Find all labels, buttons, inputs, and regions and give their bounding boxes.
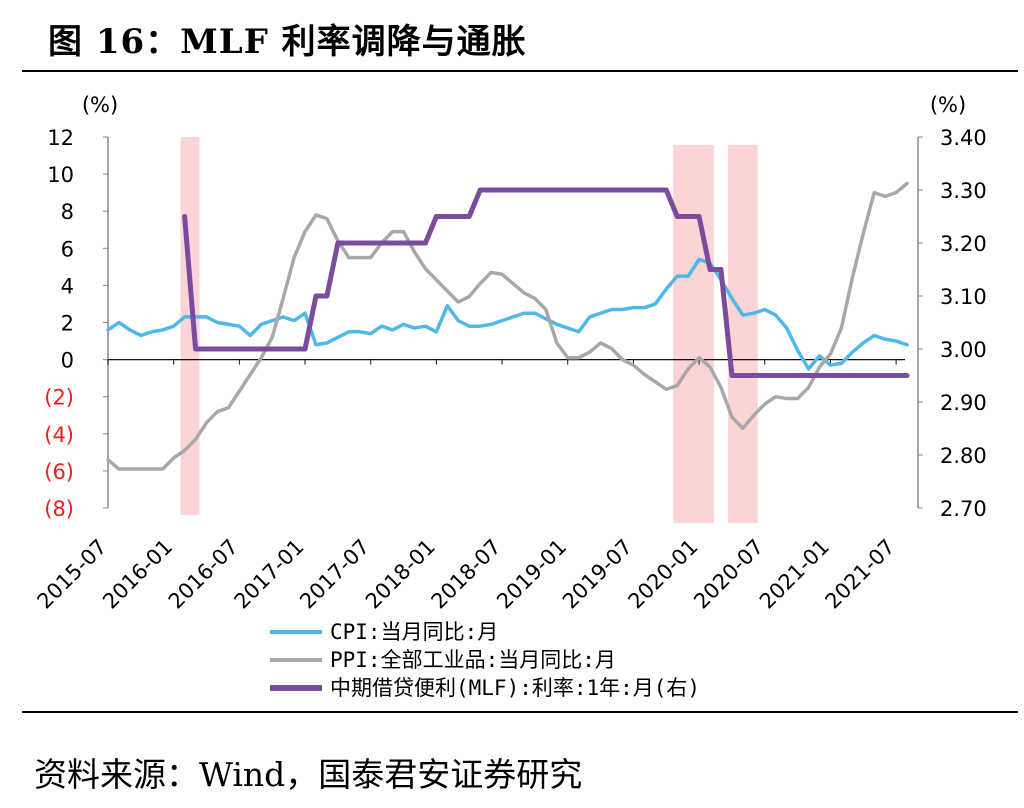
right-tick-label: 3.20 xyxy=(940,232,987,256)
right-tick-labels: 3.40 3.30 3.20 3.10 3.00 2.90 2.80 2.70 xyxy=(918,126,987,521)
mlf-rate-line xyxy=(182,187,910,378)
x-tick-label: 2019-01 xyxy=(492,535,571,614)
shaded-period xyxy=(180,137,200,515)
left-tick-labels: 12 10 8 6 4 2 0 (2) (4) (6) (8) xyxy=(44,126,108,521)
right-tick-label: 3.40 xyxy=(940,126,987,150)
x-tick-label: 2018-07 xyxy=(427,535,506,614)
x-tick-label: 2017-07 xyxy=(295,535,374,614)
x-tick-label: 2015-07 xyxy=(33,535,112,614)
series-lines xyxy=(106,181,910,471)
x-tick-label: 2021-01 xyxy=(755,535,834,614)
x-tick-labels: 2015-072016-012016-072017-012017-072018-… xyxy=(33,535,900,614)
right-tick-label: 2.70 xyxy=(940,497,987,521)
left-tick-label: 8 xyxy=(61,200,74,224)
x-tick-label: 2021-07 xyxy=(821,535,900,614)
left-tick-label: (8) xyxy=(44,497,74,521)
source-rule xyxy=(22,711,1018,713)
right-tick-label: 2.90 xyxy=(940,391,987,415)
source-note: 资料来源：Wind，国泰君安证券研究 xyxy=(34,755,583,794)
right-axis-unit: (%) xyxy=(930,93,966,117)
x-tick-label: 2020-01 xyxy=(624,535,703,614)
right-tick-label: 3.30 xyxy=(940,179,987,203)
cpi-line xyxy=(106,257,909,371)
left-tick-label: 2 xyxy=(61,312,74,336)
left-axis-unit: (%) xyxy=(82,93,118,117)
left-tick-label: (2) xyxy=(44,386,74,410)
x-tick-label: 2016-01 xyxy=(98,535,177,614)
left-tick-label: 6 xyxy=(61,237,74,261)
ppi-line xyxy=(106,181,909,471)
left-tick-label: 10 xyxy=(47,163,74,187)
right-tick-label: 2.80 xyxy=(940,444,987,468)
legend-label-cpi: CPI:当月同比:月 xyxy=(330,620,498,644)
x-tick-label: 2016-07 xyxy=(164,535,243,614)
right-tick-label: 3.10 xyxy=(940,285,987,309)
title-rule xyxy=(22,70,1018,72)
right-tick-label: 3.00 xyxy=(940,338,987,362)
left-tick-label: 12 xyxy=(47,126,74,150)
legend-label-ppi: PPI:全部工业品:当月同比:月 xyxy=(330,648,616,672)
left-tick-label: 0 xyxy=(61,349,74,373)
left-tick-label: 4 xyxy=(61,274,74,298)
legend-label-mlf: 中期借贷便利(MLF):利率:1年:月(右) xyxy=(330,676,700,700)
x-tick-label: 2019-07 xyxy=(558,535,637,614)
left-tick-label: (6) xyxy=(44,460,74,484)
shaded-period xyxy=(673,145,715,523)
axes: (%) (%) xyxy=(82,93,966,508)
left-tick-label: (4) xyxy=(44,423,74,447)
legend: CPI:当月同比:月 PPI:全部工业品:当月同比:月 中期借贷便利(MLF):… xyxy=(270,620,700,700)
shaded-period xyxy=(727,145,758,523)
x-tick-label: 2018-01 xyxy=(361,535,440,614)
figure-title: 图 16：MLF 利率调降与通胀 xyxy=(48,22,527,62)
x-tick-label: 2020-07 xyxy=(689,535,768,614)
x-tick-label: 2017-01 xyxy=(230,535,309,614)
shaded-periods xyxy=(180,137,758,523)
